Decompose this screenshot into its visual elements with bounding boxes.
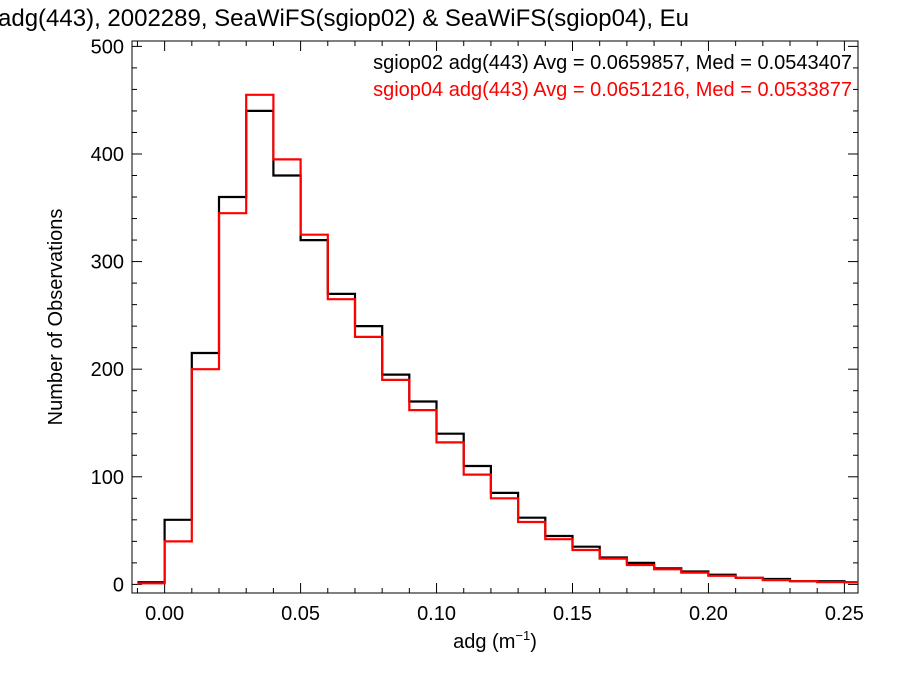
bin-point-sgiop02 (422, 400, 424, 402)
y-tick-label: 500 (91, 36, 124, 58)
x-tick-label: 0.05 (281, 603, 320, 625)
bin-point-sgiop04 (531, 521, 533, 523)
bin-point-sgiop04 (313, 234, 315, 236)
bin-point-sgiop04 (612, 557, 614, 559)
bin-point-sgiop04 (449, 441, 451, 443)
bin-point-sgiop02 (449, 433, 451, 435)
series-sgiop04 (137, 93, 859, 585)
x-axis: 0.00 0.05 0.10 0.15 0.20 0.25 (136, 41, 864, 625)
bin-point-sgiop02 (531, 517, 533, 519)
bin-point-sgiop04 (422, 409, 424, 411)
bin-point-sgiop04 (694, 571, 696, 573)
bin-point-sgiop04 (748, 577, 750, 579)
y-tick-label: 0 (113, 574, 124, 596)
bin-point-sgiop04 (775, 579, 777, 581)
x-tick-label: 0.00 (145, 603, 184, 625)
bin-point-sgiop04 (476, 473, 478, 475)
bin-point-sgiop04 (204, 368, 206, 370)
series-layer (137, 93, 859, 585)
x-tick-label: 0.15 (553, 603, 592, 625)
x-tick-label: 0.20 (689, 603, 728, 625)
y-tick-label: 200 (91, 359, 124, 381)
bin-point-sgiop02 (340, 293, 342, 295)
y-tick-label: 300 (91, 252, 124, 274)
bin-point-sgiop02 (558, 535, 560, 537)
bin-point-sgiop02 (177, 519, 179, 521)
x-axis-label: adg (m−1) (453, 628, 537, 653)
bin-point-sgiop04 (585, 549, 587, 551)
chart-title: adg(443), 2002289, SeaWiFS(sgiop02) & Se… (0, 5, 689, 32)
bin-point-sgiop04 (340, 298, 342, 300)
bin-point-sgiop04 (857, 581, 859, 583)
bin-point-sgiop02 (639, 562, 641, 564)
x-tick-label: 0.25 (825, 603, 864, 625)
bin-point-sgiop04 (721, 575, 723, 577)
legend-entry-sgiop02: sgiop02 adg(443) Avg = 0.0659857, Med = … (373, 52, 852, 74)
bin-point-sgiop04 (558, 538, 560, 540)
bin-point-sgiop04 (395, 379, 397, 381)
bin-point-sgiop04 (503, 497, 505, 499)
bin-point-sgiop04 (667, 568, 669, 570)
bin-point-sgiop02 (585, 546, 587, 548)
y-axis-label: Number of Observations (45, 209, 67, 426)
bin-point-sgiop04 (231, 212, 233, 214)
bin-point-sgiop04 (830, 581, 832, 583)
y-axis: 0 100 200 300 400 500 (91, 36, 858, 596)
plot-frame (131, 40, 859, 594)
bin-point-sgiop02 (204, 352, 206, 354)
bin-point-sgiop04 (286, 158, 288, 160)
bin-point-sgiop02 (313, 239, 315, 241)
bin-point-sgiop02 (259, 110, 261, 112)
bin-point-sgiop02 (395, 373, 397, 375)
bin-point-sgiop02 (503, 492, 505, 494)
series-line-sgiop04 (137, 93, 858, 585)
y-tick-label: 100 (91, 467, 124, 489)
bin-point-sgiop04 (150, 582, 152, 584)
y-tick-label: 400 (91, 144, 124, 166)
legend-entry-sgiop04: sgiop04 adg(443) Avg = 0.0651216, Med = … (373, 79, 852, 101)
bin-point-sgiop04 (367, 336, 369, 338)
bin-point-sgiop02 (286, 174, 288, 176)
bin-point-sgiop02 (367, 325, 369, 327)
bin-point-sgiop04 (639, 564, 641, 566)
bin-point-sgiop04 (802, 580, 804, 582)
x-tick-label: 0.10 (417, 603, 456, 625)
bin-point-sgiop04 (259, 94, 261, 96)
bin-point-sgiop02 (231, 196, 233, 198)
bin-point-sgiop02 (476, 465, 478, 467)
bin-point-sgiop04 (177, 540, 179, 542)
